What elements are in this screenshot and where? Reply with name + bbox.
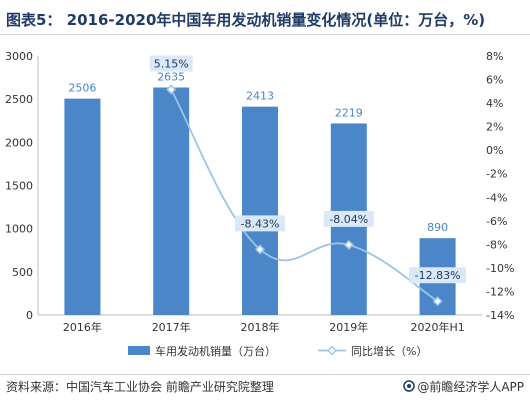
- y-left-tick-label: 2500: [5, 93, 33, 106]
- source-note: 资料来源：中国汽车工业协会 前瞻产业研究院整理: [6, 380, 274, 394]
- y-right-tick-label: -4%: [486, 191, 507, 204]
- growth-marker: [254, 244, 266, 255]
- bar: [153, 87, 190, 316]
- y-left-tick-label: 500: [12, 266, 33, 279]
- bar: [242, 106, 278, 315]
- growth-label-box: [323, 210, 374, 227]
- y-right-tick-label: -2%: [486, 168, 507, 181]
- growth-value-label: -8.43%: [241, 217, 280, 230]
- y-left-tick-label: 2000: [5, 136, 33, 149]
- x-tick-label: 2016年: [63, 320, 102, 334]
- bar: [64, 98, 101, 315]
- y-right-tick-label: 6%: [486, 74, 503, 87]
- y-right-tick-label: 2%: [486, 121, 503, 134]
- y-right-tick-label: -12%: [486, 285, 514, 298]
- brand-credit: @前瞻经济学人APP: [403, 378, 524, 395]
- growth-label-box: [235, 215, 285, 232]
- y-left-tick-label: 0: [26, 309, 33, 322]
- brand-text: @前瞻经济学人APP: [417, 380, 524, 394]
- growth-label-box: [409, 267, 467, 284]
- growth-marker: [343, 239, 354, 250]
- bar-value-label: 890: [427, 221, 448, 234]
- growth-line: [170, 89, 439, 302]
- x-tick-label: 2017年: [152, 320, 191, 334]
- bar-value-label: 2635: [157, 71, 185, 84]
- y-right-tick-label: -8%: [486, 238, 507, 251]
- legend-line-label: 同比增长（%）: [351, 344, 427, 358]
- footer-divider: [0, 374, 530, 375]
- brand-icon: [403, 380, 416, 392]
- y-right-tick-label: 8%: [486, 50, 503, 63]
- y-right-tick-label: -6%: [486, 215, 507, 228]
- y-right-tick-label: -14%: [486, 309, 514, 322]
- title-divider: [0, 34, 530, 35]
- legend-bar-label: 车用发动机销量（万台）: [155, 344, 276, 358]
- growth-marker: [432, 296, 443, 307]
- growth-value-label: 5.15%: [154, 58, 189, 71]
- growth-marker: [166, 84, 177, 95]
- chart: 0 500 1000 1500 2000 2500 3000 -14% -12% -10% -8% -…: [5, 50, 514, 358]
- legend-bar-swatch: [128, 346, 150, 355]
- chart-title: 图表5： 2016-2020年中国车用发动机销量变化情况(单位：万台，%): [6, 11, 486, 29]
- y-right-tick-label: -10%: [486, 262, 514, 275]
- y-left-tick-label: 3000: [5, 50, 33, 63]
- y-left-tick-label: 1000: [5, 223, 33, 236]
- growth-value-label: -12.83%: [415, 269, 461, 282]
- x-tick-label: 2020年H1: [410, 320, 464, 334]
- x-tick-label: 2018年: [241, 320, 280, 334]
- y-right-tick-label: 4%: [486, 97, 503, 110]
- legend-line-marker: [327, 345, 337, 356]
- growth-value-label: -8.04%: [329, 213, 368, 226]
- bar-value-label: 2219: [335, 106, 363, 119]
- x-tick-label: 2019年: [329, 320, 368, 334]
- bar-value-label: 2506: [68, 82, 96, 95]
- y-right-tick-label: 0%: [486, 144, 503, 157]
- growth-label-box: [149, 55, 193, 72]
- y-left-tick-label: 1500: [5, 180, 33, 193]
- bar-value-label: 2413: [246, 90, 274, 103]
